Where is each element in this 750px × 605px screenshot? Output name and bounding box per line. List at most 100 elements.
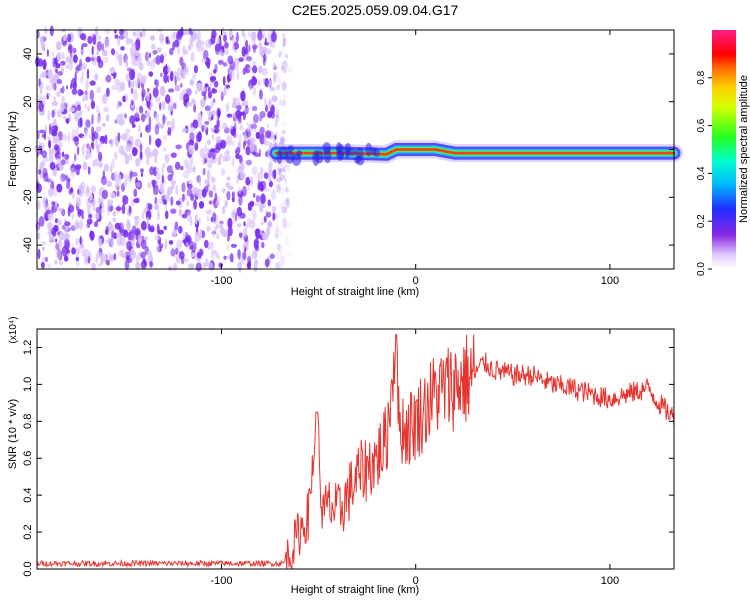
noise-speckle <box>255 131 261 139</box>
noise-speckle <box>149 52 151 59</box>
noise-speckle <box>73 111 80 122</box>
noise-speckle <box>168 88 175 93</box>
snr-axes: -100 0 100 0.0 0.2 0.4 0.6 0.8 1.0 1.2 <box>22 329 674 587</box>
noise-speckle <box>279 100 284 107</box>
noise-speckle <box>268 98 272 109</box>
noise-speckle <box>259 230 263 236</box>
noise-speckle <box>281 130 286 135</box>
noise-speckle <box>56 78 63 85</box>
noise-speckle <box>274 119 278 128</box>
noise-speckle <box>92 159 96 168</box>
noise-speckle <box>87 166 91 175</box>
noise-speckle <box>268 220 272 228</box>
noise-speckle <box>97 162 104 168</box>
noise-speckle <box>174 247 179 255</box>
noise-speckle <box>265 130 272 139</box>
noise-speckle <box>60 60 66 66</box>
noise-speckle <box>264 77 269 88</box>
noise-speckle <box>271 205 277 212</box>
noise-speckle <box>244 134 247 141</box>
noise-speckle <box>247 184 251 191</box>
snr-xlabel: Height of straight line (km) <box>291 584 419 596</box>
noise-speckle <box>64 221 71 227</box>
spectrogram-xtick-label: 0 <box>413 275 419 287</box>
noise-speckle <box>75 247 80 258</box>
noise-speckle <box>102 57 109 63</box>
noise-speckle <box>231 191 235 199</box>
noise-speckle <box>236 71 240 81</box>
noise-speckle <box>140 172 144 177</box>
noise-speckle <box>147 249 153 260</box>
noise-speckle <box>91 262 96 271</box>
noise-speckle <box>56 249 62 261</box>
noise-speckle <box>90 100 96 110</box>
noise-speckle <box>163 73 169 84</box>
noise-speckle <box>242 185 247 197</box>
noise-speckle <box>172 102 176 110</box>
noise-speckle <box>149 151 155 158</box>
noise-speckle <box>236 223 242 228</box>
noise-speckle <box>37 248 41 260</box>
noise-speckle <box>242 28 245 38</box>
noise-speckle <box>124 251 131 260</box>
noise-speckle <box>213 69 217 74</box>
noise-speckle <box>58 163 64 171</box>
noise-speckle <box>249 137 256 144</box>
noise-speckle <box>273 62 276 70</box>
noise-speckle <box>57 71 64 76</box>
noise-speckle <box>276 250 282 259</box>
noise-speckle <box>53 83 57 91</box>
noise-speckle <box>253 193 256 198</box>
noise-speckle <box>159 102 162 111</box>
noise-speckle <box>125 59 129 68</box>
noise-speckle <box>121 203 126 215</box>
noise-speckle <box>279 254 286 265</box>
noise-speckle <box>264 96 267 108</box>
noise-speckle <box>126 240 132 251</box>
noise-speckle <box>261 232 269 241</box>
noise-speckle <box>158 33 165 43</box>
noise-speckle <box>149 166 155 176</box>
snr-xtick-label: -100 <box>210 575 232 587</box>
noise-speckle <box>138 52 142 64</box>
noise-speckle <box>243 140 246 150</box>
noise-speckle <box>204 83 209 88</box>
noise-speckle <box>204 157 208 164</box>
noise-speckle <box>282 41 286 48</box>
noise-speckle <box>281 261 285 268</box>
noise-speckle <box>136 72 143 84</box>
noise-speckle <box>51 56 55 66</box>
noise-speckle <box>240 90 246 102</box>
noise-speckle <box>251 166 258 176</box>
noise-speckle <box>135 158 141 167</box>
noise-speckle <box>209 190 213 198</box>
noise-speckle <box>124 173 129 183</box>
spectrogram-ytick-label: -20 <box>22 189 34 205</box>
noise-speckle <box>47 110 51 121</box>
noise-speckle <box>221 45 225 53</box>
noise-speckle <box>61 245 68 257</box>
noise-speckle <box>91 141 95 150</box>
noise-speckle <box>239 124 244 131</box>
noise-speckle <box>70 167 75 178</box>
noise-speckle <box>81 135 85 140</box>
noise-speckle <box>278 99 283 106</box>
noise-speckle <box>197 122 203 128</box>
noise-speckle <box>187 183 193 189</box>
noise-speckle <box>285 187 289 193</box>
noise-speckle <box>221 188 226 194</box>
noise-speckle <box>50 125 58 134</box>
snr-multiplier: (x10⁴) <box>8 316 19 343</box>
noise-speckle <box>257 30 263 41</box>
noise-speckle <box>276 184 282 194</box>
noise-speckle <box>204 105 211 111</box>
noise-speckle <box>63 153 70 160</box>
noise-speckle <box>225 135 233 146</box>
noise-speckle <box>135 182 141 188</box>
noise-speckle <box>110 192 116 199</box>
noise-speckle <box>91 45 94 56</box>
noise-speckle <box>154 124 160 135</box>
noise-speckle <box>155 138 162 148</box>
noise-speckle <box>279 137 286 146</box>
noise-speckle <box>262 56 266 66</box>
